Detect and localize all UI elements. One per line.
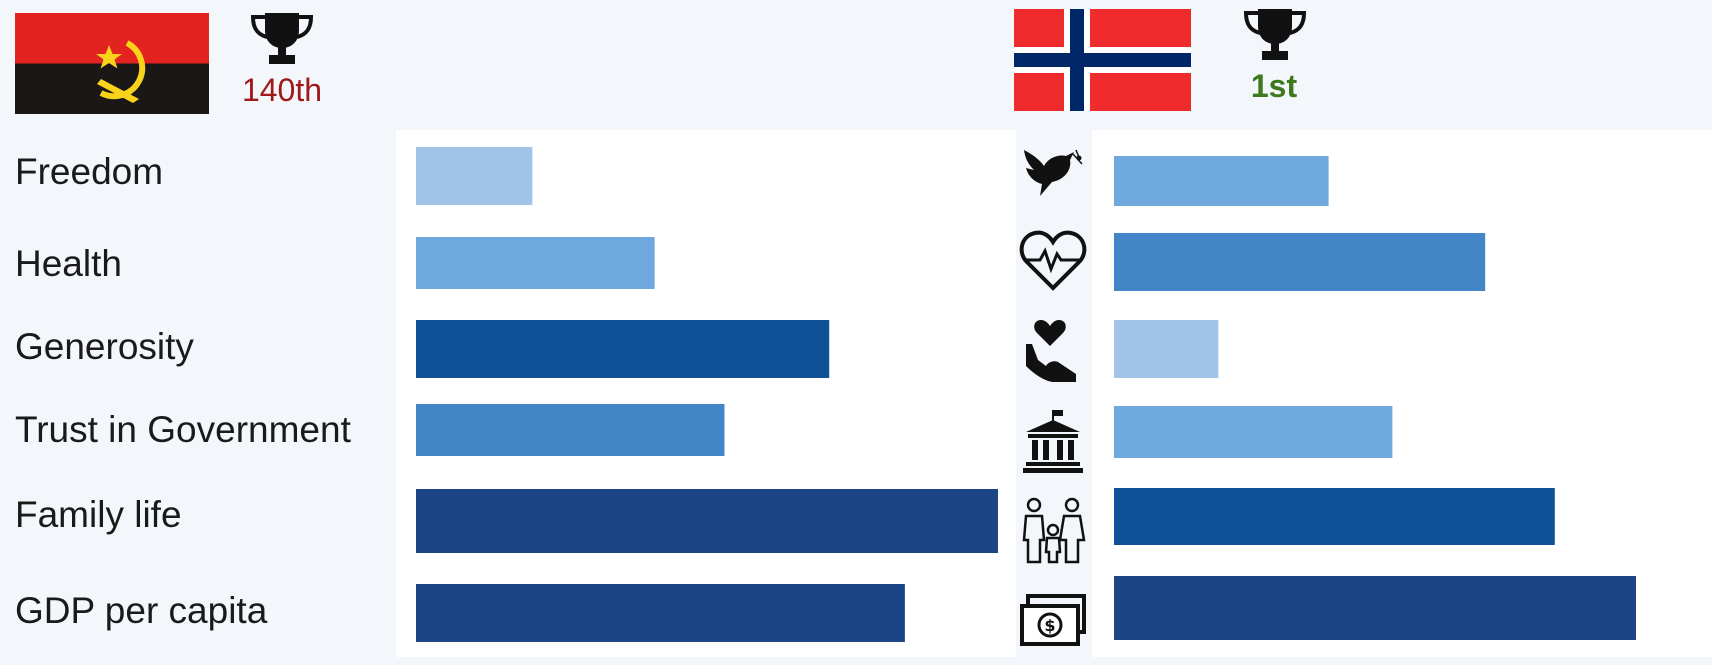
trophy-icon <box>1242 6 1308 62</box>
bar-norway-freedom <box>1114 156 1329 206</box>
bar-angola-trust-in-government <box>416 404 725 456</box>
bar-angola-generosity <box>416 320 830 378</box>
category-label-freedom: Freedom <box>15 151 164 192</box>
angola-rank: 140th <box>241 72 323 108</box>
norway-rank: 1st <box>1250 68 1298 104</box>
heart-pulse-icon <box>1018 224 1088 294</box>
dove-icon <box>1018 136 1088 206</box>
bar-norway-trust-in-government <box>1114 406 1393 458</box>
category-label-gdp: GDP per capita <box>15 590 268 631</box>
norway-flag-icon <box>1014 9 1191 111</box>
bar-angola-health <box>416 237 655 289</box>
svg-text:$: $ <box>1044 616 1055 635</box>
trophy-icon <box>249 10 315 66</box>
family-icon <box>1018 496 1088 566</box>
bar-norway-generosity <box>1114 320 1219 378</box>
angola-flag-icon <box>15 13 209 114</box>
angola-chart-panel <box>396 130 1016 657</box>
bar-angola-family-life <box>416 489 998 553</box>
government-building-icon <box>1018 406 1088 476</box>
category-label-health: Health <box>15 243 122 284</box>
category-label-generosity: Generosity <box>15 326 194 367</box>
bar-angola-freedom <box>416 147 533 205</box>
bar-angola-gdp-per-capita <box>416 584 905 642</box>
bar-norway-gdp-per-capita <box>1114 576 1636 640</box>
category-icon-column <box>1016 130 1092 657</box>
bar-norway-family-life <box>1114 488 1555 545</box>
money-icon: $ <box>1018 590 1088 660</box>
category-label-family: Family life <box>15 494 182 535</box>
heart-in-hand-icon <box>1018 316 1088 386</box>
category-label-trust: Trust in Government <box>15 409 351 450</box>
bar-norway-health <box>1114 233 1486 291</box>
norway-chart-panel <box>1092 130 1712 657</box>
